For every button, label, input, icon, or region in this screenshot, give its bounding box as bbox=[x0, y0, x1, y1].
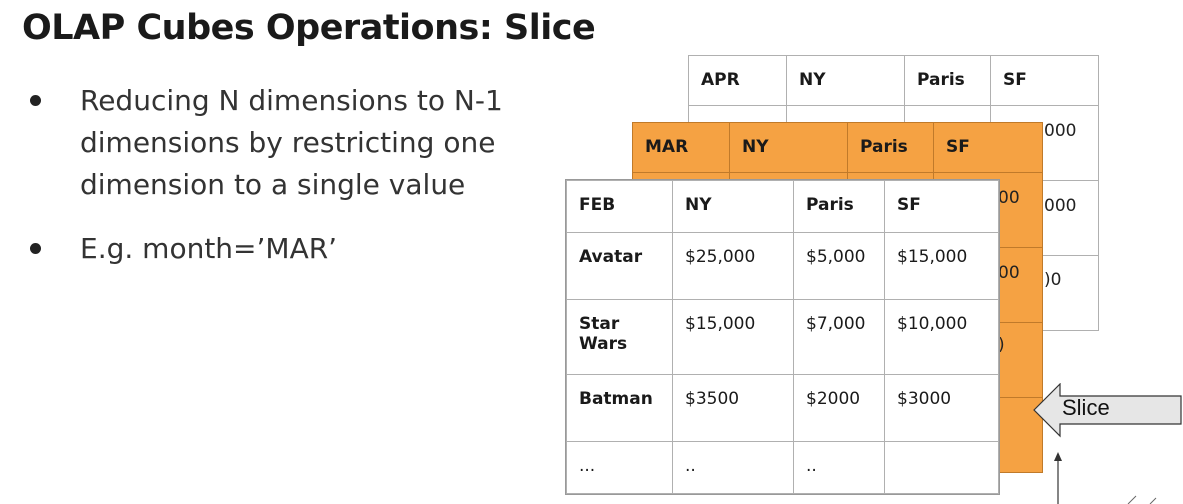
axis-arrow-icon bbox=[1054, 452, 1157, 504]
table-row: Avatar $25,000 $5,000 $15,000 bbox=[566, 232, 999, 300]
table-header-cell: SF bbox=[990, 55, 1099, 106]
bullet-text: E.g. month=’MAR’ bbox=[80, 232, 338, 265]
table-row: Star Wars $15,000 $7,000 $10,000 bbox=[566, 299, 999, 375]
table-header-cell: FEB bbox=[566, 180, 673, 233]
apr-cell-fragment: )0 bbox=[1044, 270, 1062, 290]
row-label-cell: ... bbox=[566, 441, 673, 494]
row-label-cell: Batman bbox=[566, 374, 673, 442]
table-header-cell: SF bbox=[884, 180, 999, 233]
table-header-cell: Paris bbox=[847, 122, 934, 173]
table-cell: $3000 bbox=[884, 374, 999, 442]
table-cell: $10,000 bbox=[884, 299, 999, 375]
bullet-text: Reducing N dimensions to N-1 dimensions … bbox=[80, 84, 503, 201]
table-cell: $15,000 bbox=[672, 299, 794, 375]
mar-cell-fragment: 00 bbox=[998, 188, 1020, 208]
table-header-cell: Paris bbox=[793, 180, 885, 233]
mar-cell-fragment: ) bbox=[998, 335, 1005, 355]
table-header-cell: Paris bbox=[904, 55, 991, 106]
mar-cell-fragment: 00 bbox=[998, 263, 1020, 283]
table-header-cell: NY bbox=[729, 122, 848, 173]
table-cell bbox=[884, 441, 999, 494]
left-arrow-icon bbox=[1033, 383, 1182, 438]
feb-table: FEB NY Paris SF Avatar $25,000 $5,000 $1… bbox=[566, 180, 999, 494]
bullet-dot-icon bbox=[30, 243, 41, 254]
table-header-row: MAR NY Paris SF bbox=[632, 122, 1043, 173]
apr-cell-fragment: 000 bbox=[1044, 196, 1077, 216]
bullet-item: Reducing N dimensions to N-1 dimensions … bbox=[30, 80, 540, 206]
row-label-cell: Star Wars bbox=[566, 299, 673, 375]
table-header-cell: MAR bbox=[632, 122, 730, 173]
table-header-row: APR NY Paris SF bbox=[688, 55, 1099, 106]
slice-callout-label: Slice bbox=[1062, 395, 1110, 420]
table-row: Batman $3500 $2000 $3000 bbox=[566, 374, 999, 442]
table-header-cell: APR bbox=[688, 55, 787, 106]
slide-title: OLAP Cubes Operations: Slice bbox=[22, 8, 596, 48]
table-cell: $2000 bbox=[793, 374, 885, 442]
table-cell: $15,000 bbox=[884, 232, 999, 300]
table-cell: $5,000 bbox=[793, 232, 885, 300]
table-cell: $25,000 bbox=[672, 232, 794, 300]
table-header-cell: NY bbox=[786, 55, 905, 106]
table-cell: .. bbox=[793, 441, 885, 494]
apr-cell-fragment: 000 bbox=[1044, 121, 1077, 141]
table-header-cell: NY bbox=[672, 180, 794, 233]
table-header-cell: SF bbox=[933, 122, 1043, 173]
table-cell: .. bbox=[672, 441, 794, 494]
bullet-dot-icon bbox=[30, 95, 41, 106]
table-cell: $7,000 bbox=[793, 299, 885, 375]
row-label-cell: Avatar bbox=[566, 232, 673, 300]
table-row: ... .. .. bbox=[566, 441, 999, 494]
table-cell: $3500 bbox=[672, 374, 794, 442]
table-header-row: FEB NY Paris SF bbox=[566, 180, 999, 233]
bullet-item: E.g. month=’MAR’ bbox=[30, 228, 540, 270]
bullet-list: Reducing N dimensions to N-1 dimensions … bbox=[30, 80, 540, 270]
